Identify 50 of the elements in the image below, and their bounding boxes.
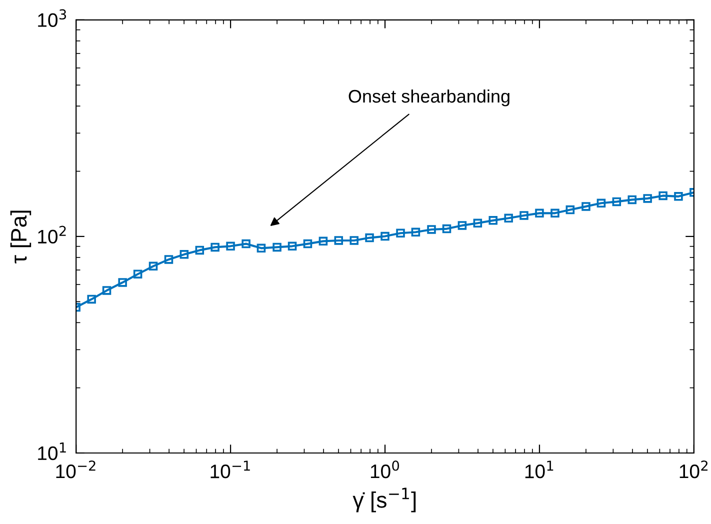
- point: [628, 195, 637, 204]
- point: [520, 211, 528, 220]
- point: [504, 214, 513, 223]
- point: [596, 198, 606, 208]
- point: [380, 232, 390, 241]
- point: [427, 225, 436, 234]
- x-tick-label: 10$^{−1}$: [210, 460, 250, 478]
- point: [550, 208, 560, 218]
- point: [256, 244, 266, 253]
- point: [535, 208, 544, 218]
- point: [350, 236, 358, 245]
- point: [334, 236, 344, 245]
- x-tick-label: 10$^{2}$: [680, 460, 708, 478]
- point: [148, 262, 158, 271]
- point: [102, 286, 112, 295]
- point: [458, 221, 467, 230]
- point: [442, 224, 452, 234]
- y-tick-label: 10$^{1}$: [38, 442, 66, 460]
- point: [674, 192, 683, 201]
- x-tick-label: 10$^{0}$: [370, 460, 400, 478]
- point: [411, 228, 420, 237]
- point: [226, 242, 235, 251]
- point: [118, 278, 127, 287]
- point: [396, 228, 405, 238]
- x-tick-label: 10$^{1}$: [525, 460, 554, 478]
- x-axis-title: γ̇ [s$^{−1}$]: [352, 488, 416, 512]
- point: [582, 202, 590, 211]
- point: [612, 197, 622, 206]
- point: [87, 294, 96, 304]
- point: [272, 242, 282, 252]
- point: [365, 233, 374, 242]
- point: [643, 194, 652, 203]
- point: [488, 216, 498, 225]
- point: [180, 250, 189, 259]
- point: [164, 255, 174, 264]
- point: [318, 236, 328, 246]
- point: [195, 246, 204, 255]
- point: [242, 239, 250, 248]
- point: [210, 242, 220, 252]
- point: [473, 218, 482, 228]
- point: [288, 242, 297, 251]
- point: [566, 205, 575, 214]
- point: [133, 270, 142, 278]
- y-tick-label: 10$^{2}$: [38, 226, 66, 244]
- point: [303, 239, 312, 248]
- point: [658, 191, 668, 200]
- y-axis-title: τ [Pa]: [10, 210, 32, 264]
- annotation: Onset shearbanding: [348, 89, 510, 106]
- y-tick-label: 10$^{3}$: [38, 9, 66, 27]
- x-tick-label: 10$^{−2}$: [56, 460, 96, 478]
